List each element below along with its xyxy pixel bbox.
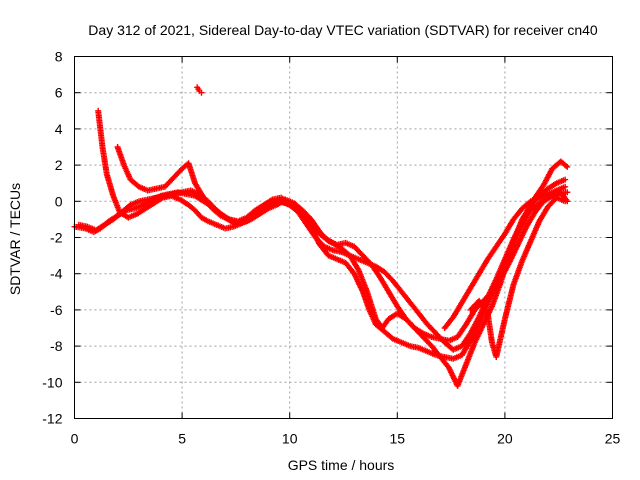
series-track-6 bbox=[467, 194, 569, 360]
y-axis-ticks: -12 -10 -8 -6 -4 -2 0 2 4 6 8 bbox=[42, 49, 613, 427]
data-point bbox=[562, 183, 569, 190]
data-point bbox=[562, 198, 569, 205]
y-tick-label: 0 bbox=[55, 193, 63, 209]
y-tick-label: -6 bbox=[50, 302, 63, 318]
y-tick-label: 4 bbox=[55, 121, 63, 137]
plot-frame bbox=[74, 56, 613, 419]
data-point bbox=[564, 189, 571, 196]
x-tick-label: 25 bbox=[605, 431, 621, 447]
y-tick-label: 2 bbox=[55, 157, 63, 173]
x-tick-label: 20 bbox=[497, 431, 513, 447]
series-track-1 bbox=[71, 189, 571, 353]
data-points bbox=[71, 84, 571, 389]
x-tick-label: 5 bbox=[178, 431, 186, 447]
y-tick-label: -12 bbox=[42, 411, 62, 427]
series-track-5 bbox=[441, 183, 569, 331]
y-tick-label: 6 bbox=[55, 85, 63, 101]
x-tick-label: 15 bbox=[390, 431, 406, 447]
series-outlier bbox=[194, 84, 205, 96]
y-axis-label: SDTVAR / TECUs bbox=[7, 183, 23, 295]
y-tick-label: 8 bbox=[55, 49, 63, 65]
y-tick-label: -4 bbox=[50, 266, 63, 282]
series-track-2 bbox=[95, 107, 569, 362]
y-tick-label: -10 bbox=[42, 374, 62, 390]
x-tick-label: 10 bbox=[282, 431, 298, 447]
data-point bbox=[562, 176, 569, 183]
y-tick-label: -8 bbox=[50, 338, 63, 354]
data-point bbox=[198, 89, 205, 96]
chart-title: Day 312 of 2021, Sidereal Day-to-day VTE… bbox=[88, 22, 598, 38]
data-point bbox=[564, 163, 571, 170]
x-axis-label: GPS time / hours bbox=[288, 457, 395, 473]
data-point bbox=[563, 162, 570, 169]
y-tick-label: -2 bbox=[50, 230, 63, 246]
x-tick-label: 0 bbox=[71, 431, 79, 447]
series-track-4 bbox=[75, 187, 571, 344]
